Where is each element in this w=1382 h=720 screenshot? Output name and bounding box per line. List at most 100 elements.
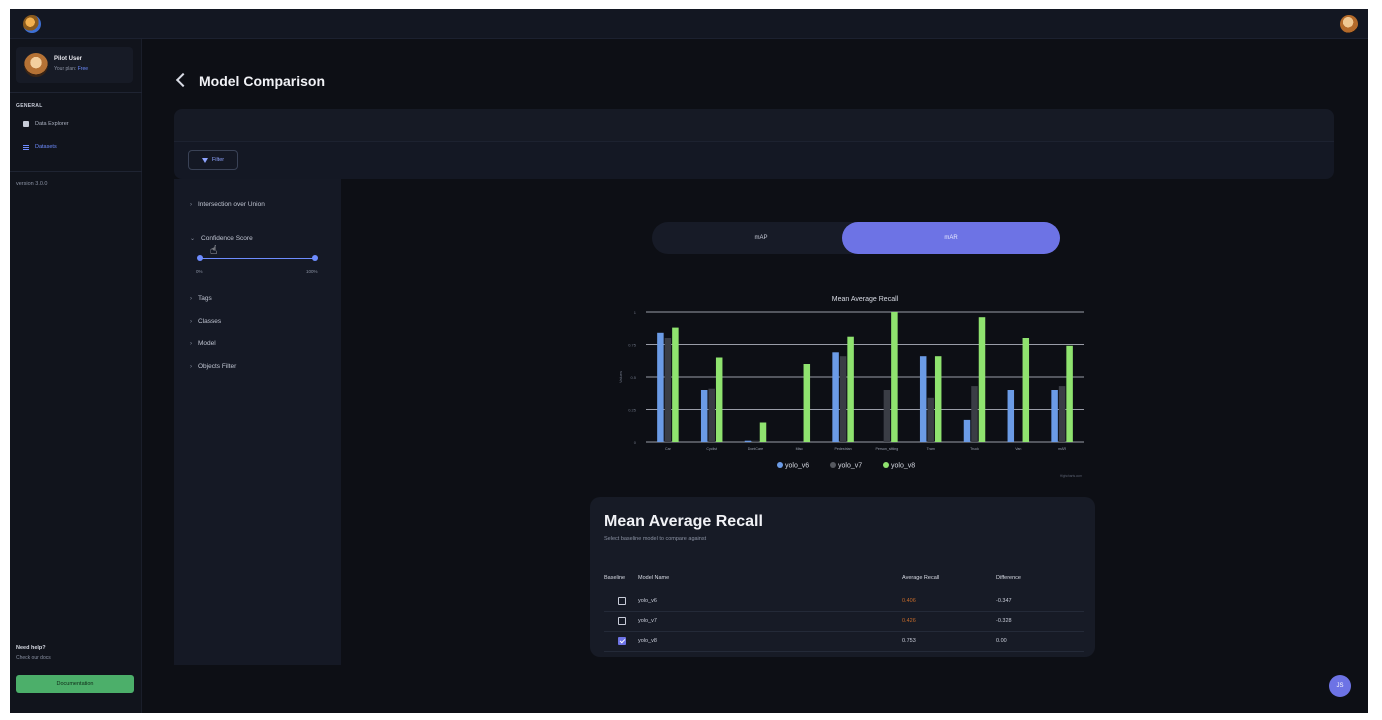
bar-yolo_v7 [883,390,891,442]
x-tick-label: Misc [796,447,804,451]
bar-yolo_v8 [1022,338,1030,442]
page-title: Model Comparison [199,73,326,89]
y-axis-label: Values [618,371,623,383]
slider-max-handle[interactable] [312,255,318,261]
bar-yolo_v6 [832,352,839,442]
bar-yolo_v6 [700,390,708,442]
x-tick-label: Tram [927,447,935,451]
difference: -0.328 [996,618,1012,624]
user-name: Pilot User [54,56,83,62]
chevron-right-icon: › [190,318,192,325]
header-diff: Difference [996,575,1021,581]
x-tick-label: Van [1015,447,1021,451]
toggle-map[interactable]: mAP [754,235,768,241]
sidebar: Pilot User Your plan: Free GENERAL Data … [10,39,142,713]
average-recall: 0.753 [902,638,916,644]
baseline-checkbox[interactable] [618,617,626,625]
y-tick-label: 0.25 [628,408,637,413]
bar-yolo_v7 [752,440,759,442]
legend-marker [883,462,889,468]
legend-marker [830,462,836,468]
funnel-icon [201,157,208,163]
y-tick-label: 0.5 [630,375,636,380]
documentation-button[interactable]: Documentation [16,675,134,693]
model-name: yolo_v7 [638,618,657,624]
baseline-checkbox[interactable] [618,597,626,605]
bar-yolo_v7 [971,386,978,442]
filter-button[interactable]: Filter [188,150,238,170]
back-icon[interactable] [175,72,191,88]
bar-yolo_v7 [839,356,847,442]
confidence-slider-track[interactable] [200,258,315,259]
slider-min-handle[interactable] [197,255,203,261]
chart-title: Mean Average Recall [832,296,899,303]
recall-table-card: Mean Average Recall Select baseline mode… [590,497,1095,657]
x-tick-label: DontCare [748,447,763,451]
model-name: yolo_v6 [638,598,657,604]
sidebar-item-data-explorer[interactable]: Data Explorer [23,121,69,127]
help-subtitle[interactable]: Check our docs [16,655,51,661]
x-tick-label: Person_sitting [876,447,899,451]
bar-yolo_v6 [963,419,971,442]
sidebar-item-datasets[interactable]: Datasets [23,144,57,150]
baseline-checkbox-checked[interactable] [618,637,626,645]
bar-yolo_v8 [672,327,679,442]
filter-label: Confidence Score [201,235,253,242]
difference: -0.347 [996,598,1012,604]
filter-model[interactable]: › Model [190,340,216,347]
toggle-mar[interactable]: mAR [842,222,1060,254]
bar-yolo_v6 [1007,390,1015,442]
sidebar-item-label: Datasets [35,144,57,150]
header-model: Model Name [638,575,670,581]
metric-toggle: mAP mAR [652,222,1060,254]
chat-button[interactable]: JS [1329,675,1351,697]
bar-yolo_v8 [759,422,767,442]
filter-classes[interactable]: › Classes [190,318,221,325]
x-tick-label: mAR [1058,447,1066,451]
bar-yolo_v6 [657,332,664,442]
app-window: Pilot User Your plan: Free GENERAL Data … [10,9,1368,713]
bar-yolo_v7 [1058,386,1066,442]
bar-yolo_v8 [978,317,986,442]
top-bar [10,9,1368,39]
average-recall: 0.426 [902,618,916,624]
slider-min-label: 0% [196,269,203,274]
x-tick-label: Truck [970,447,979,451]
plan-label: Your plan: [54,66,77,72]
filter-label: Model [198,340,216,347]
average-recall: 0.406 [902,598,916,604]
account-avatar-icon[interactable] [1340,15,1358,33]
table-subtitle: Select baseline model to compare against [604,536,707,542]
data-explorer-icon [23,121,29,127]
filter-confidence-score[interactable]: ⌄ Confidence Score [190,235,253,242]
chevron-right-icon: › [190,340,192,347]
list-icon [23,144,29,150]
chevron-down-icon: ⌄ [190,236,196,242]
difference: 0.00 [996,638,1007,644]
bar-yolo_v7 [927,397,934,442]
table-row: yolo_v8 0.753 0.00 [604,632,1084,652]
chart-credit: Highcharts.com [1060,474,1082,478]
pointer-cursor-icon: ☝ [210,243,218,257]
filter-tags[interactable]: › Tags [190,295,212,302]
table-row: yolo_v6 0.406 -0.347 [604,592,1084,612]
bar-yolo_v8 [1066,345,1073,442]
chevron-right-icon: › [190,363,192,370]
table-row: yolo_v7 0.426 -0.328 [604,612,1084,632]
bar-yolo_v7 [664,338,672,442]
header-recall: Average Recall [902,575,940,581]
app-logo-icon[interactable] [23,15,41,33]
plan-value[interactable]: Free [77,66,89,72]
user-plan: Your plan: Free [54,66,88,72]
x-tick-label: Pedestrian [835,447,852,451]
recall-chart-svg: Mean Average Recall 0 0.25 0.5 0.75 1 Values Ca… [618,296,1084,478]
filter-iou[interactable]: › Intersection over Union [190,201,265,208]
legend-label: yolo_v8 [891,463,915,470]
filter-panel: › Intersection over Union ⌄ Confidence S… [174,179,341,665]
user-card[interactable]: Pilot User Your plan: Free [16,47,133,83]
filter-objects[interactable]: › Objects Filter [190,363,236,370]
table-title: Mean Average Recall [604,513,763,530]
legend-label: yolo_v6 [785,463,809,470]
sidebar-divider [10,92,142,93]
filter-label: Tags [198,295,212,302]
